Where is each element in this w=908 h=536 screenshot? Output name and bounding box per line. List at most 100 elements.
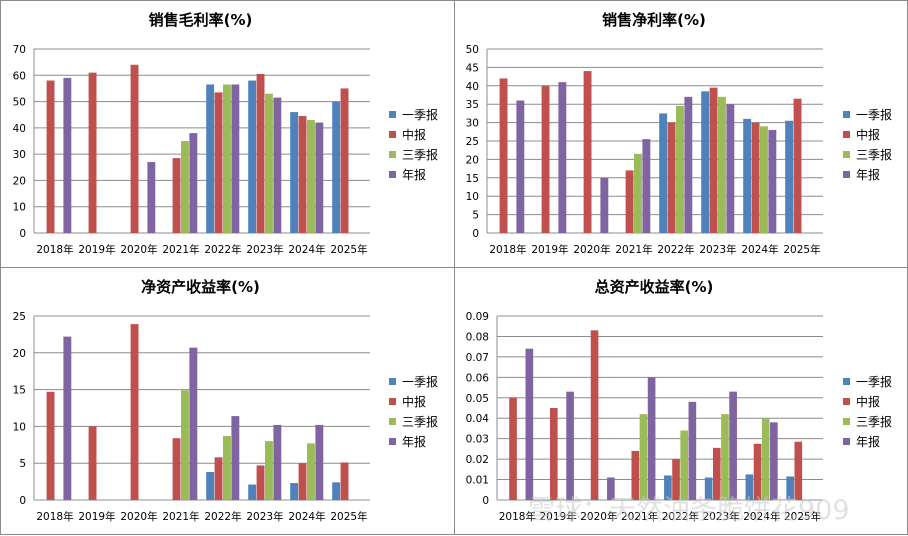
x-tick-label: 2018年 <box>489 243 526 256</box>
bar <box>273 97 282 233</box>
bar <box>265 441 273 500</box>
chart-roe: 净资产收益率(%) 0 5 10 15 20 25 2018年 2019年 2020年 2021年 2… <box>13 278 438 523</box>
chart-title: 总资产收益率(%) <box>595 278 714 296</box>
bar <box>770 422 778 500</box>
y-tick-label: 0.06 <box>466 372 490 384</box>
y-tick-label: 50 <box>13 97 26 109</box>
bar <box>509 397 517 500</box>
bar <box>718 96 726 233</box>
x-tick-label: 2023年 <box>703 510 740 523</box>
bar <box>793 98 802 234</box>
y-tick-label: 10 <box>13 421 26 433</box>
bar <box>541 85 550 233</box>
bar <box>332 482 341 500</box>
x-tick-label: 2022年 <box>204 510 241 523</box>
bar <box>315 122 324 233</box>
legend-swatch <box>843 438 850 445</box>
bar <box>785 120 794 233</box>
x-tick-label: 2025年 <box>330 243 367 256</box>
bar <box>181 390 189 500</box>
chart-net-margin: 销售净利率(%) 0 5 10 15 20 25 30 35 40 45 50 2018年 2019年 20… <box>466 11 892 256</box>
bar <box>223 84 231 233</box>
bar <box>768 129 777 233</box>
y-tick-label: 0.07 <box>466 352 489 364</box>
bar <box>273 424 282 500</box>
bar <box>307 119 315 233</box>
x-tick-label: 2019年 <box>78 510 115 523</box>
bar <box>88 426 97 500</box>
y-tick-label: 5 <box>19 458 26 470</box>
bar <box>298 463 307 500</box>
x-tick-label: 2023年 <box>246 510 283 523</box>
bar <box>525 348 534 500</box>
bar <box>642 139 651 233</box>
x-tick-label: 2022年 <box>662 510 699 523</box>
chart-title: 销售净利率(%) <box>602 11 706 29</box>
y-tick-label: 0.01 <box>466 475 489 487</box>
x-tick-label: 2021年 <box>621 510 658 523</box>
x-tick-label: 2025年 <box>784 510 821 523</box>
x-tick-label: 2023年 <box>699 243 736 256</box>
bar <box>315 424 324 500</box>
chart-panel-gross-margin: 销售毛利率(%) 0 10 20 30 40 50 60 70 2018年 2019年 2020年 20… <box>0 0 455 268</box>
legend-swatch <box>389 151 396 158</box>
legend-swatch <box>843 111 850 118</box>
legend-label: 一季报 <box>402 107 438 122</box>
legend-label: 中报 <box>856 127 880 142</box>
x-tick-label: 2018年 <box>36 510 73 523</box>
bar <box>189 347 198 500</box>
bar <box>63 336 72 500</box>
x-tick-label: 2020年 <box>120 243 157 256</box>
y-tick-label: 0.04 <box>466 413 490 425</box>
x-tick-label: 2024年 <box>743 510 780 523</box>
x-tick-label: 2023年 <box>246 243 283 256</box>
x-tick-label: 2020年 <box>573 243 610 256</box>
bar <box>761 418 770 500</box>
y-tick-label: 70 <box>13 44 26 56</box>
bar <box>729 391 737 500</box>
bar <box>248 80 257 234</box>
bar <box>256 465 265 500</box>
bar <box>566 391 574 500</box>
y-tick-label: 35 <box>466 99 479 111</box>
bar <box>600 177 609 233</box>
y-tick-label: 0.05 <box>466 393 489 405</box>
x-tick-label: 2025年 <box>330 510 367 523</box>
legend-swatch <box>843 398 850 405</box>
bar <box>760 126 768 233</box>
bar <box>667 122 676 233</box>
chart-title: 销售毛利率(%) <box>149 11 253 29</box>
bar <box>130 64 139 233</box>
bar <box>63 77 72 234</box>
legend-swatch <box>389 111 396 118</box>
bar <box>516 100 525 234</box>
bar <box>214 92 223 233</box>
x-tick-label: 2025年 <box>783 243 820 256</box>
legend-label: 三季报 <box>402 414 438 429</box>
y-tick-label: 40 <box>13 123 26 135</box>
x-tick-label: 2021年 <box>162 510 199 523</box>
bar <box>751 122 760 233</box>
legend-swatch <box>389 438 396 445</box>
chart-roa: 总资产收益率(%) 0 0.01 0.02 0.03 0.04 0.05 0.06 0.07 0.… <box>466 278 892 523</box>
y-tick-label: 20 <box>466 154 479 166</box>
bar <box>256 73 265 233</box>
y-tick-label: 25 <box>13 311 26 323</box>
y-tick-label: 50 <box>466 44 479 56</box>
x-tick-label: 2024年 <box>741 243 778 256</box>
y-tick-label: 30 <box>13 149 26 161</box>
legend-swatch <box>389 378 396 385</box>
watermark-text: 雪球：天然油条脆饼花909 <box>528 495 850 526</box>
x-tick-label: 2020年 <box>580 510 617 523</box>
chart-panel-net-margin: 销售净利率(%) 0 5 10 15 20 25 30 35 40 45 50 2018年 2019年 20… <box>454 0 908 268</box>
y-tick-label: 15 <box>466 173 479 185</box>
legend-label: 中报 <box>402 127 426 142</box>
bar <box>499 78 508 233</box>
bar <box>647 377 656 500</box>
bar <box>664 475 672 500</box>
bar <box>206 84 215 233</box>
bar <box>786 476 794 500</box>
y-tick-label: 0 <box>19 495 26 507</box>
y-tick-label: 40 <box>466 81 479 93</box>
bar <box>680 430 689 500</box>
